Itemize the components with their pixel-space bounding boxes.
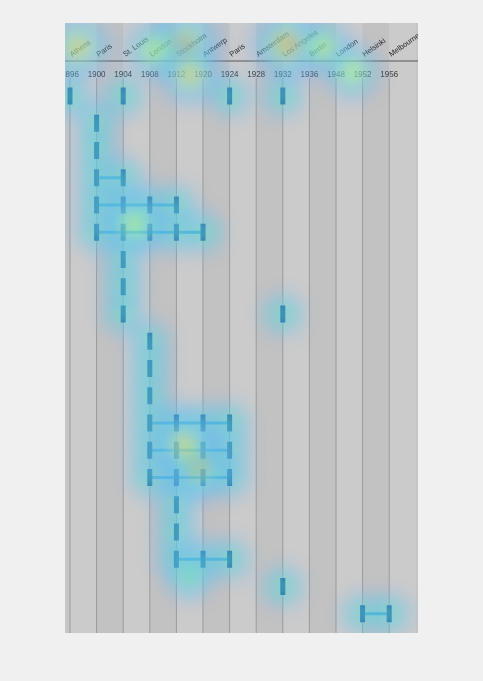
heat-blob xyxy=(168,197,185,213)
heat-blob xyxy=(88,169,105,186)
heat-blob xyxy=(311,36,334,58)
heat-blob xyxy=(144,38,166,61)
chart-panel: 1896Athens1900Paris1904St. Louis1908Lond… xyxy=(65,23,418,633)
heat-blob xyxy=(115,251,131,268)
heat-blob xyxy=(183,67,197,81)
heat-blob xyxy=(142,469,158,486)
heat-blob xyxy=(275,306,291,322)
heat-blob xyxy=(115,306,131,322)
heat-blob xyxy=(221,551,238,568)
heat-blob xyxy=(88,142,105,159)
heat-blob xyxy=(115,88,131,104)
heat-blob xyxy=(123,213,145,235)
column-stripe xyxy=(229,23,257,633)
heat-blob xyxy=(142,415,158,431)
heat-blob xyxy=(88,115,105,132)
heat-blob xyxy=(354,605,371,622)
heat-blob xyxy=(168,524,185,540)
heat-blob xyxy=(115,169,131,186)
column-stripe xyxy=(362,23,390,633)
heat-blob xyxy=(221,88,238,104)
column-stripe xyxy=(203,23,230,633)
heat-blob xyxy=(195,224,211,241)
column-stripe xyxy=(309,23,336,633)
heat-blob xyxy=(275,578,291,595)
heat-blob xyxy=(142,387,158,404)
tick-label-year: 1900 xyxy=(88,70,106,79)
heat-blob xyxy=(177,438,191,452)
heat-blob xyxy=(142,360,158,377)
heat-blob xyxy=(341,61,363,82)
heat-blob xyxy=(180,566,199,585)
heat-blob xyxy=(115,278,131,295)
heat-blob xyxy=(381,605,397,622)
heat-blob xyxy=(88,197,105,213)
heat-blob xyxy=(65,88,78,104)
chart-svg: 1896Athens1900Paris1904St. Louis1908Lond… xyxy=(65,23,418,633)
heat-blob xyxy=(71,40,85,54)
heat-blob xyxy=(275,88,291,104)
heat-blob xyxy=(168,496,185,513)
heat-blob xyxy=(168,224,185,241)
column-stripe xyxy=(389,23,416,633)
heat-blob xyxy=(221,415,238,431)
heat-blob xyxy=(142,333,158,350)
tick-label-year: 1956 xyxy=(380,70,398,79)
tick-label-year: 1928 xyxy=(247,70,265,79)
heat-blob xyxy=(88,224,105,241)
tick-label-year: 1904 xyxy=(114,70,132,79)
heat-blob xyxy=(282,38,295,51)
column-stripe xyxy=(336,23,363,633)
tick-label-year: 1924 xyxy=(221,70,239,79)
